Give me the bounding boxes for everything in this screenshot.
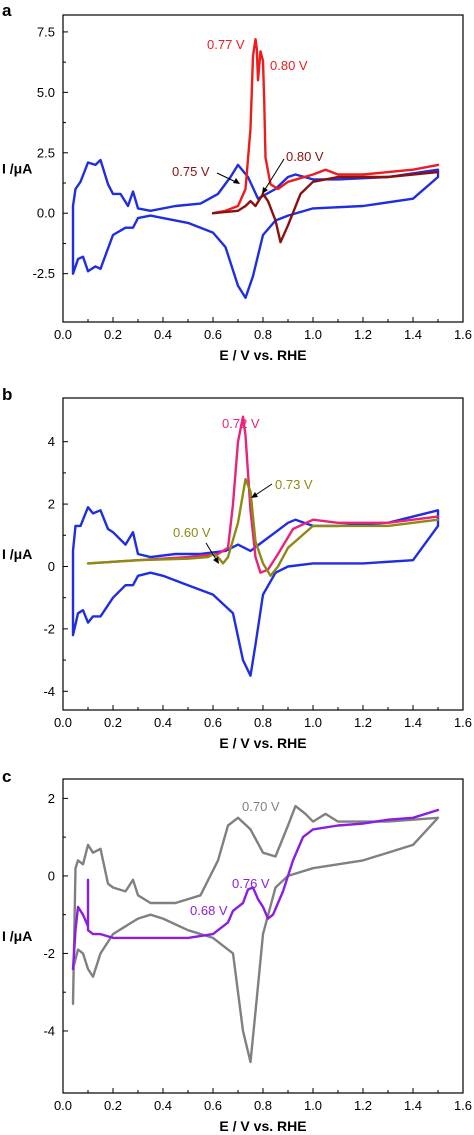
y-tick-label: -2: [43, 946, 55, 961]
series-line: [86, 477, 440, 577]
x-tick-label: 1.6: [454, 1098, 472, 1113]
y-tick-label: 2: [48, 791, 55, 806]
series-line: [211, 170, 440, 244]
x-tick-label: 1.2: [354, 327, 372, 342]
x-tick-label: 0.4: [154, 327, 172, 342]
y-tick-label: 4: [48, 434, 55, 449]
x-tick-label: 1.0: [304, 715, 322, 730]
annotation-label: 0.70 V: [242, 799, 280, 814]
x-tick-label: 0.0: [54, 1098, 72, 1113]
x-tick-label: 1.4: [404, 327, 422, 342]
annotation-label: 0.80 V: [270, 58, 308, 73]
y-axis-title: I /μA: [2, 928, 32, 944]
y-tick-label: 2: [48, 497, 55, 512]
series-line: [71, 158, 440, 299]
x-tick-label: 0.2: [104, 715, 122, 730]
y-axis-title: I /μA: [2, 161, 32, 177]
y-tick-label: 2.5: [37, 145, 55, 160]
x-tick-label: 1.2: [354, 1098, 372, 1113]
x-tick-label: 0.2: [104, 327, 122, 342]
x-axis-title: E / V vs. RHE: [219, 1118, 306, 1134]
arrow-head-icon: [251, 492, 258, 498]
series-group: [71, 415, 440, 677]
ticks: 0.0 0.2 0.4 0.6 0.8 1.0 1.2 1.4 1.6 -4 -2 0 2: [43, 791, 472, 1113]
panel-letter-a: a: [2, 1, 12, 20]
x-tick-label: 0.6: [204, 327, 222, 342]
panel-c: c 0.0 0.2 0.4 0.6 0.8 1.0 1.2 1.4 1.6 -4 -2 0 2 E / …: [2, 767, 472, 1134]
x-tick-label: 0.6: [204, 1098, 222, 1113]
series-group: [71, 38, 440, 299]
x-tick-label: 1.6: [454, 327, 472, 342]
annotation-label: 0.68 V: [190, 903, 228, 918]
y-tick-label: 7.5: [37, 24, 55, 39]
annotation-label: 0.75 V: [172, 164, 210, 179]
y-tick-label: -4: [43, 684, 55, 699]
ticks: 0.0 0.2 0.4 0.6 0.8 1.0 1.2 1.4 1.6 -2.5 0.0 2.5 5.0…: [33, 24, 472, 342]
x-tick-label: 1.4: [404, 715, 422, 730]
x-tick-label: 0.8: [254, 715, 272, 730]
panel-b: b 0.0 0.2 0.4 0.6 0.8 1.0 1.2 1.4 1.6 -4 -2 0 2 4 E /…: [2, 385, 472, 751]
x-tick-label: 1.2: [354, 715, 372, 730]
arrow-head-icon: [262, 187, 268, 194]
plot-frame: [62, 397, 464, 711]
x-tick-label: 0.2: [104, 1098, 122, 1113]
annotation-label: 0.77 V: [207, 37, 245, 52]
x-tick-label: 0.4: [154, 1098, 172, 1113]
y-tick-label: 0: [48, 559, 55, 574]
y-tick-label: -2.5: [33, 266, 55, 281]
x-tick-label: 1.6: [454, 715, 472, 730]
x-tick-label: 1.0: [304, 1098, 322, 1113]
annotation-label: 0.76 V: [232, 876, 270, 891]
annotation-arrow: [205, 542, 218, 562]
y-tick-label: -2: [43, 621, 55, 636]
annotation-label: 0.60 V: [173, 525, 211, 540]
ticks: 0.0 0.2 0.4 0.6 0.8 1.0 1.2 1.4 1.6 -4 -2 0 2 4: [43, 434, 472, 730]
x-tick-label: 0.6: [204, 715, 222, 730]
panel-letter-c: c: [2, 767, 11, 786]
y-tick-label: 0: [48, 868, 55, 883]
x-tick-label: 0.4: [154, 715, 172, 730]
series-line: [211, 38, 440, 215]
x-tick-label: 0.0: [54, 715, 72, 730]
y-tick-label: 5.0: [37, 85, 55, 100]
series-line: [71, 506, 440, 677]
x-tick-label: 1.4: [404, 1098, 422, 1113]
annotation-label: 0.73 V: [275, 477, 313, 492]
x-axis-title: E / V vs. RHE: [219, 347, 306, 363]
series-group: [71, 804, 440, 1064]
annotation-arrow: [253, 483, 273, 497]
x-axis-title: E / V vs. RHE: [219, 735, 306, 751]
panel-letter-b: b: [2, 385, 12, 404]
series-line: [71, 804, 440, 1064]
panel-a: a 0.0 0.2 0.4 0.6 0.8 1.0 1.2 1.4 1.6 -2.5 0.0 2.5 5…: [2, 1, 472, 363]
x-tick-label: 0.8: [254, 327, 272, 342]
x-tick-label: 1.0: [304, 327, 322, 342]
y-tick-label: 0.0: [37, 206, 55, 221]
annotation-arrow: [263, 158, 285, 192]
annotation-label: 0.72 V: [222, 416, 260, 431]
annotation-label: 0.80 V: [286, 149, 324, 164]
arrow-head-icon: [233, 178, 240, 184]
x-tick-label: 0.8: [254, 1098, 272, 1113]
series-line: [71, 808, 440, 971]
x-tick-label: 0.0: [54, 327, 72, 342]
series-line: [86, 415, 440, 574]
arrow-head-icon: [213, 557, 219, 564]
y-axis-title: I /μA: [2, 546, 32, 562]
y-tick-label: -4: [43, 1023, 55, 1038]
